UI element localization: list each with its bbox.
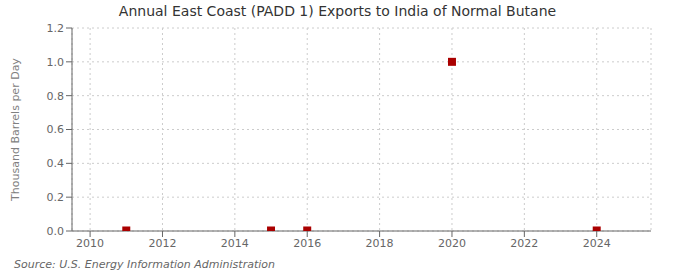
svg-text:2012: 2012: [148, 237, 176, 250]
svg-text:2024: 2024: [583, 237, 611, 250]
svg-text:0.4: 0.4: [47, 157, 65, 170]
svg-text:0.6: 0.6: [47, 123, 65, 136]
svg-text:0.2: 0.2: [47, 191, 65, 204]
html-text:Source: U.S. Energy Informatio: Source: U.S. Energy Information Administ…: [14, 258, 275, 271]
svg-text:0.0: 0.0: [47, 225, 65, 238]
svg-text:Thousand Barrels per Day: Thousand Barrels per Day: [9, 58, 22, 202]
svg-text:2020: 2020: [438, 237, 466, 250]
svg-text:0.8: 0.8: [47, 90, 65, 103]
html-text:Annual East Coast (PADD 1) Exp: Annual East Coast (PADD 1) Exports to In…: [118, 3, 557, 19]
svg-text:1.0: 1.0: [47, 56, 65, 69]
svg-text:2018: 2018: [366, 237, 394, 250]
svg-text:2022: 2022: [510, 237, 538, 250]
svg-text:2016: 2016: [293, 237, 321, 250]
svg-text:2010: 2010: [76, 237, 104, 250]
svg-text:1.2: 1.2: [47, 22, 65, 35]
svg-text:2014: 2014: [221, 237, 249, 250]
